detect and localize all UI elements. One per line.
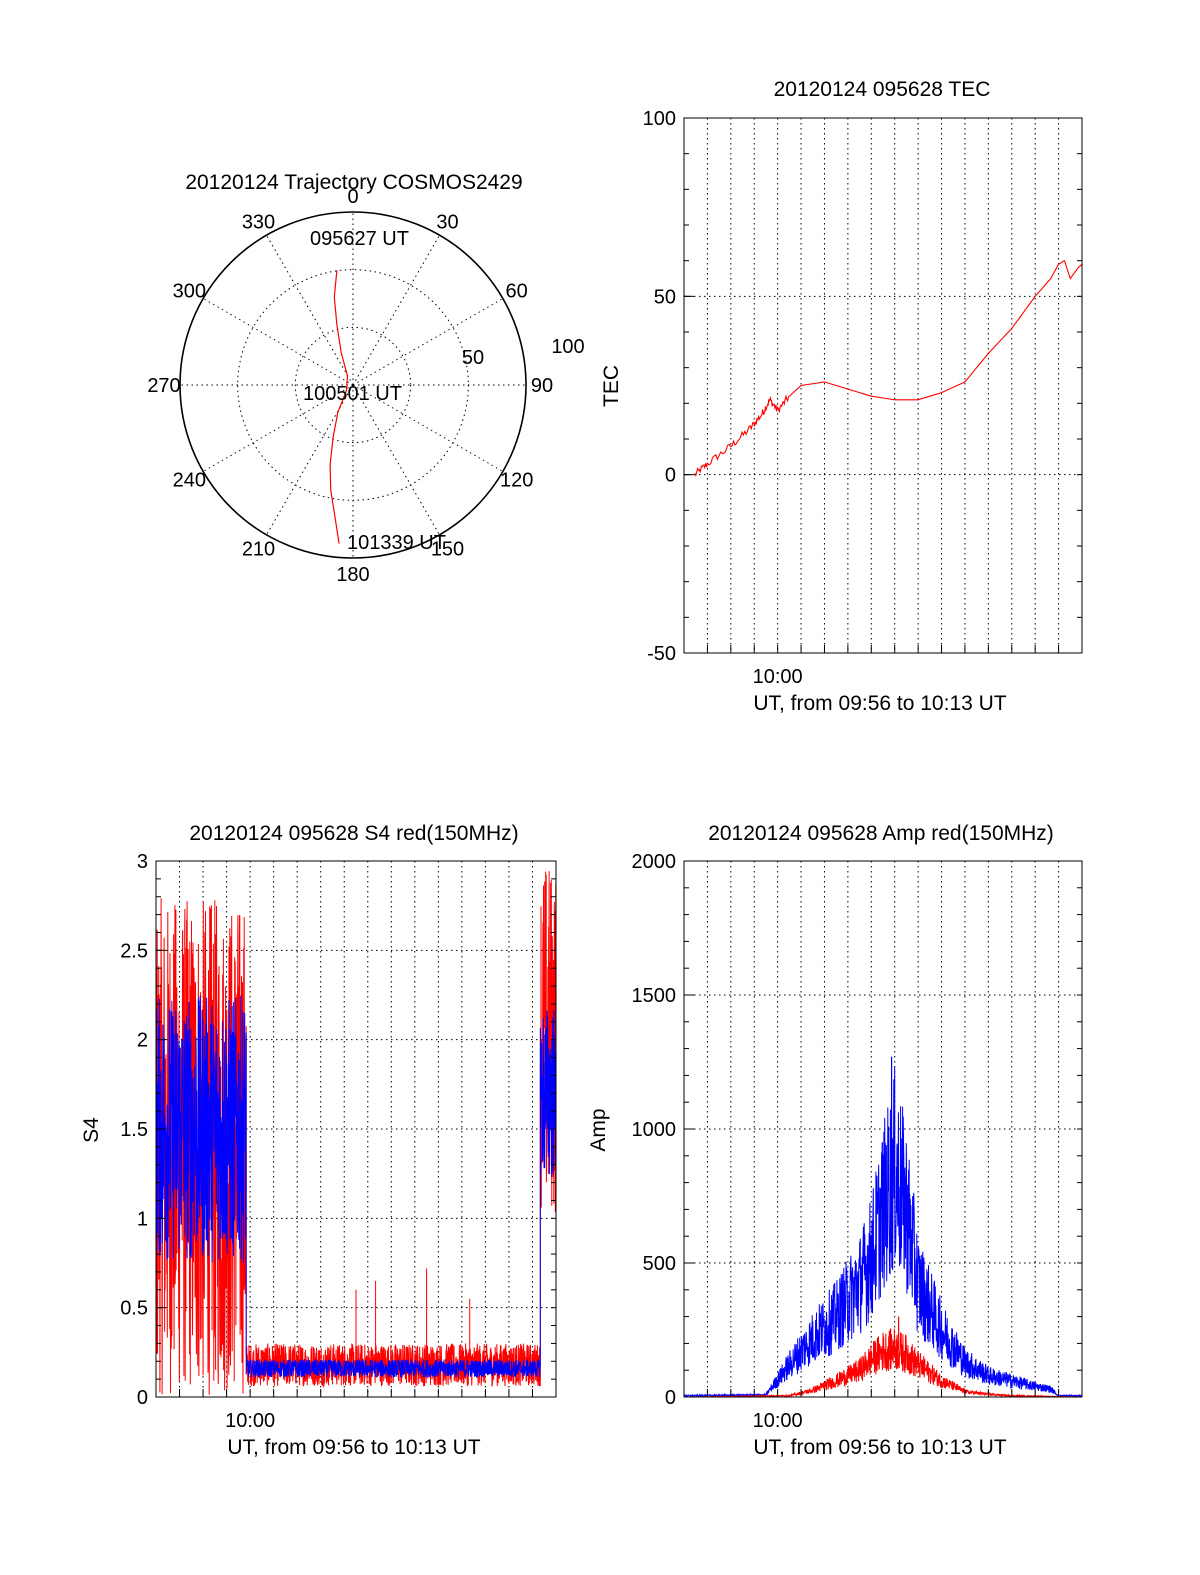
polar-spoke [352, 234, 440, 386]
polar-spoke [202, 298, 354, 386]
polar-spoke [352, 298, 504, 386]
azimuth-label: 60 [506, 281, 528, 303]
azimuth-label: 240 [173, 470, 206, 492]
s4-panel: 20120124 095628 S4 red(150MHz) 0 0.5 1 1.5 2… [80, 822, 557, 1459]
s4-xlabel: UT, from 09:56 to 10:13 UT [227, 1436, 480, 1459]
azimuth-label: 180 [336, 564, 369, 586]
amp-frame [683, 860, 1083, 1398]
amp-grid [684, 860, 1082, 1398]
y-tick-label: 100 [643, 108, 676, 130]
y-tick-label: 0 [665, 1387, 676, 1409]
amp-series [683, 1056, 1082, 1398]
annotation-start-time: 095627 UT [310, 228, 409, 250]
annotation-end-time: 101339 UT [347, 532, 446, 554]
azimuth-label: 150 [431, 539, 464, 561]
y-tick-label: 3 [137, 851, 148, 873]
s4-ticks: 0 0.5 1 1.5 2 2.5 3 10:00 [120, 851, 556, 1432]
azimuth-label: 300 [173, 281, 206, 303]
tec-title: 20120124 095628 TEC [774, 78, 991, 101]
tec-line [694, 259, 1083, 478]
tec-grid [684, 117, 1082, 654]
polar-outer-circle [179, 211, 527, 559]
polar-spoke [202, 384, 354, 472]
amp-panel: 20120124 095628 Amp red(150MHz) 0 500 1000… [587, 822, 1083, 1459]
trajectory-title: 20120124 Trajectory COSMOS2429 [185, 171, 522, 194]
tec-frame [683, 117, 1083, 654]
azimuth-label: 120 [500, 470, 533, 492]
radial-label: 100 [551, 336, 584, 358]
azimuth-label: 210 [242, 539, 275, 561]
y-tick-label: 1 [137, 1208, 148, 1230]
y-tick-label: 1.5 [120, 1119, 148, 1141]
x-tick-label: 10:00 [753, 1410, 803, 1432]
radial-label: 50 [462, 347, 484, 369]
y-tick-label: 2.5 [120, 940, 148, 962]
tec-ticks: -50 0 50 100 10:00 [643, 108, 1082, 688]
y-tick-label: 2000 [632, 851, 677, 873]
amp-line [684, 1328, 1082, 1398]
tec-ylabel: TEC [600, 365, 623, 407]
y-tick-label: 1500 [632, 985, 677, 1007]
y-tick-label: -50 [647, 643, 676, 665]
s4-title: 20120124 095628 S4 red(150MHz) [189, 822, 518, 845]
y-tick-label: 500 [643, 1253, 676, 1275]
s4-ylabel: S4 [80, 1117, 103, 1143]
y-tick-label: 0 [137, 1387, 148, 1409]
amp-xlabel: UT, from 09:56 to 10:13 UT [753, 1436, 1006, 1459]
azimuth-label: 90 [531, 375, 553, 397]
x-tick-label: 10:00 [225, 1410, 275, 1432]
y-tick-label: 1000 [632, 1119, 677, 1141]
s4-line [155, 995, 557, 1378]
y-tick-label: 0 [665, 465, 676, 487]
s4-series [155, 871, 557, 1395]
y-tick-label: 2 [137, 1030, 148, 1052]
amp-title: 20120124 095628 Amp red(150MHz) [708, 822, 1054, 845]
tec-series [694, 259, 1083, 478]
trajectory-line [329, 270, 349, 544]
polar-range-ring [294, 326, 412, 444]
polar-grid [179, 211, 527, 559]
tec-panel: 20120124 095628 TEC -50 0 50 100 10:00 TEC U… [600, 78, 1083, 715]
azimuth-label: 330 [242, 211, 275, 233]
polar-labels: 0 30 60 90 120 150 180 210 240 270 300 330 50 100 [147, 186, 584, 586]
tec-xlabel: UT, from 09:56 to 10:13 UT [753, 692, 1006, 715]
azimuth-label: 270 [147, 375, 180, 397]
azimuth-label: 30 [436, 211, 458, 233]
polar-spoke [266, 384, 354, 536]
trajectory-annotations: 095627 UT 100501 UT 101339 UT [303, 228, 446, 554]
trajectory-panel: 20120124 Trajectory COSMOS2429 0 30 60 90 12… [147, 171, 584, 586]
x-tick-label: 10:00 [753, 666, 803, 688]
azimuth-label: 0 [347, 186, 358, 208]
annotation-mid-time: 100501 UT [303, 383, 402, 405]
y-tick-label: 0.5 [120, 1298, 148, 1320]
amp-ticks: 0 500 1000 1500 2000 10:00 [632, 851, 1082, 1432]
y-tick-label: 50 [654, 286, 676, 308]
polar-spoke [352, 384, 504, 472]
trajectory-series [329, 270, 349, 544]
polar-spoke [266, 234, 354, 386]
polar-spoke [352, 384, 440, 536]
amp-ylabel: Amp [587, 1108, 610, 1151]
